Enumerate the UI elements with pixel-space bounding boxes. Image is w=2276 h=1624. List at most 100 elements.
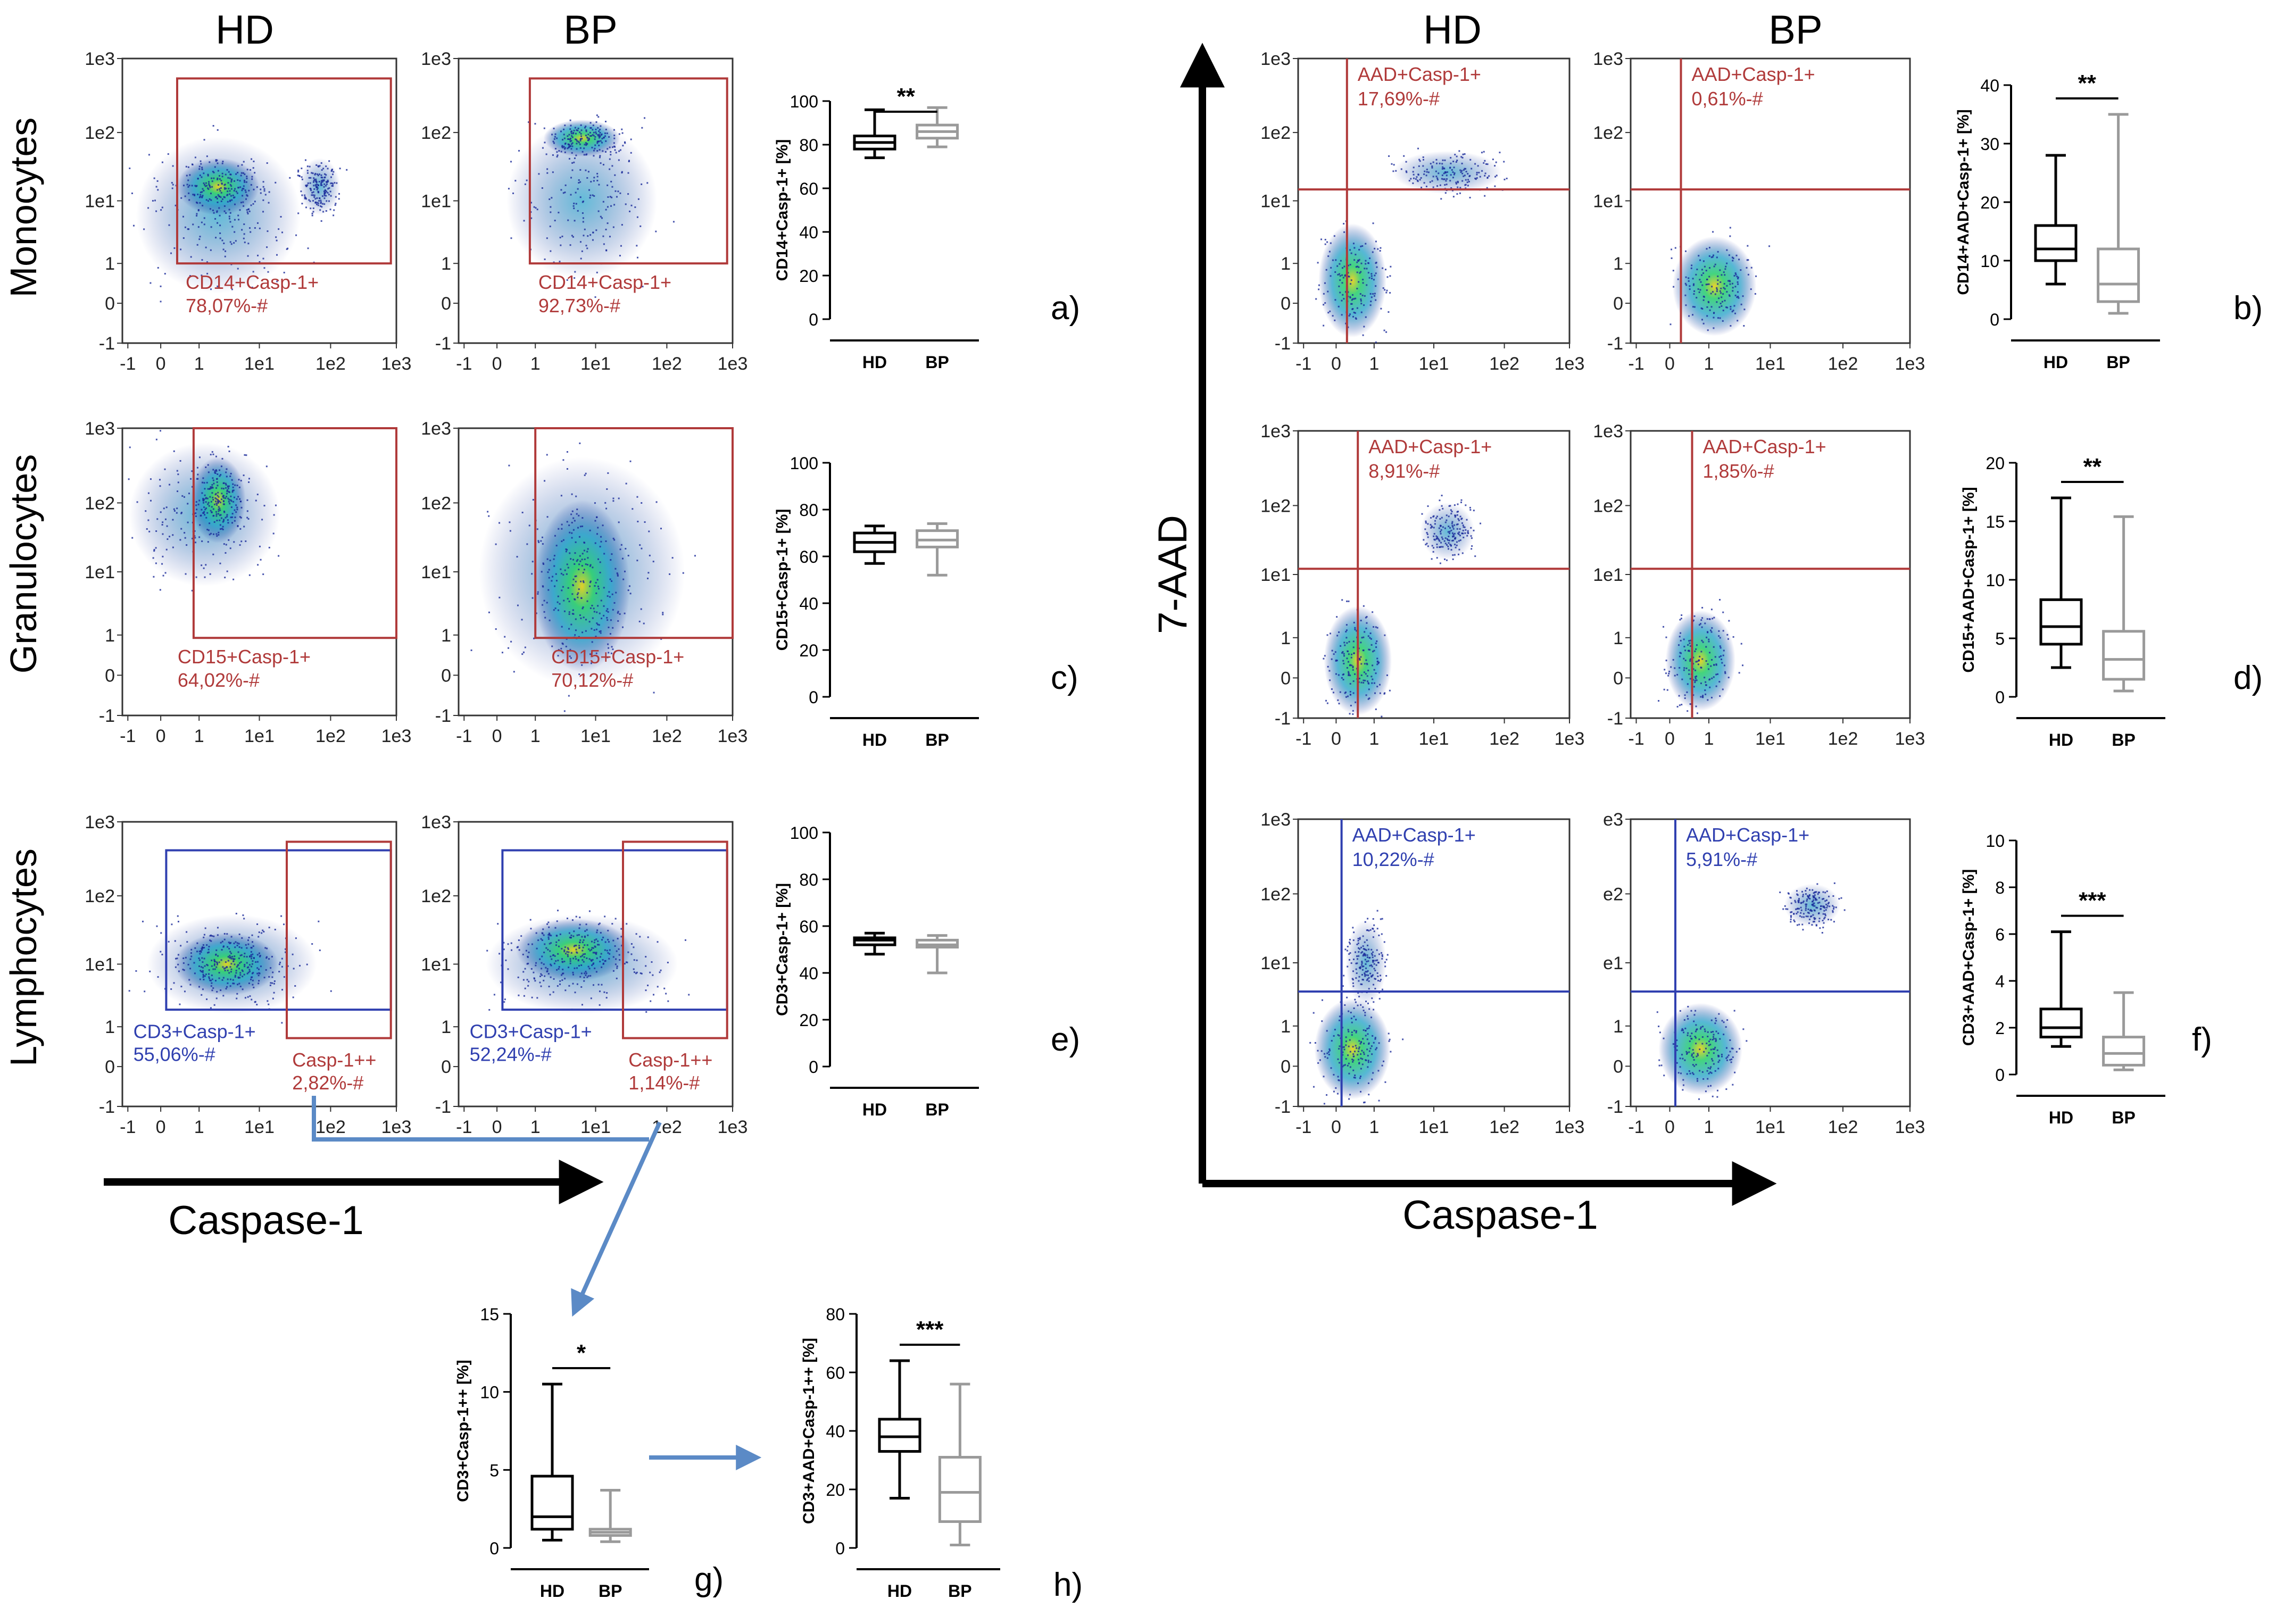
gate-label: AAD+Casp-1+ — [1352, 824, 1476, 846]
flow-y-tick: e2 — [1603, 884, 1623, 904]
flow-y-tick: -1 — [1607, 1097, 1623, 1117]
y-tick-label: 40 — [799, 964, 818, 983]
box-chart-d: 0 5 10 15 20 CD15+AAD+Casp-1+ [%] HD BP ** — [1960, 454, 2165, 749]
flow-x-tick: 1e3 — [1895, 354, 1925, 374]
category-label: HD — [2049, 730, 2073, 749]
category-label: BP — [2106, 353, 2130, 372]
y-tick-label: 40 — [1980, 76, 1999, 95]
flow-x-tick: 1e2 — [315, 726, 346, 746]
y-tick-label: 80 — [826, 1305, 845, 1324]
y-tick-label: 10 — [1986, 571, 2005, 590]
y-tick-label: 100 — [790, 823, 818, 843]
y-axis-label: CD3+Casp-1++ [%] — [454, 1360, 472, 1502]
flow-x-tick: 1e3 — [381, 354, 412, 374]
flow-x-tick: 1e1 — [580, 354, 611, 374]
gate-percent: 64,02%-# — [178, 669, 260, 691]
flow-x-tick: 1 — [530, 1117, 541, 1137]
flow-x-tick: 0 — [1331, 729, 1341, 749]
box-bp — [938, 1383, 982, 1546]
box-bp — [2102, 515, 2146, 693]
flow-x-tick: 1e1 — [1419, 354, 1449, 374]
panel-letter-g: g) — [694, 1561, 724, 1598]
flow-x-tick: 1e2 — [315, 354, 346, 374]
significance-stars: ** — [2083, 454, 2102, 480]
flow-y-tick: -1 — [99, 706, 115, 726]
y-tick-label: 10 — [480, 1383, 499, 1402]
flow-x-tick: 1e3 — [718, 726, 748, 746]
category-label: BP — [925, 353, 949, 372]
flow-x-tick: -1 — [120, 354, 136, 374]
iqr-box — [938, 1456, 982, 1523]
y-tick-label: 20 — [1986, 454, 2005, 473]
flow-y-tick: 1e3 — [85, 49, 115, 69]
flow-y-tick: 1e3 — [1260, 49, 1291, 69]
event-dots — [1656, 882, 1846, 1100]
flow-x-tick: 0 — [1665, 354, 1675, 374]
iqr-box — [878, 1418, 921, 1453]
flow-x-tick: -1 — [456, 1117, 472, 1137]
flow-y-tick: 1e1 — [1260, 953, 1291, 973]
gate-label: AAD+Casp-1+ — [1368, 436, 1492, 457]
box-hd — [853, 524, 896, 565]
gate-percent: 70,12%-# — [551, 669, 633, 691]
flow-y-tick: 1e3 — [1593, 421, 1623, 442]
flow-y-tick: 0 — [105, 294, 115, 314]
panel-letter-a: a) — [1051, 290, 1080, 327]
flow-x-tick: 1e3 — [381, 1117, 412, 1137]
gate-casp1-high — [622, 840, 728, 1039]
flow-x-tick: 1e1 — [580, 726, 611, 746]
iqr-box — [2102, 1036, 2146, 1067]
flow-y-tick: 1e1 — [421, 191, 451, 212]
y-tick-label: 60 — [799, 179, 818, 198]
gate-percent: 8,91%-# — [1368, 460, 1440, 482]
flow-x-tick: 1e1 — [244, 354, 275, 374]
gate-label-high: Casp-1++ — [292, 1049, 376, 1071]
flow-plot-aad_lym_bp: -1 0 1 1e1 1e2 1e3-101e1e2e3AAD+Casp-1+5,91%-… — [1603, 810, 1925, 1137]
caspase-right-label: Caspase-1 — [1402, 1193, 1598, 1238]
y-tick-label: 0 — [1995, 688, 2005, 707]
y-tick-label: 15 — [1986, 512, 2005, 531]
panel-letter-c: c) — [1051, 660, 1078, 696]
flow-x-tick: 1e2 — [1828, 729, 1858, 749]
flow-y-tick: 1 — [1613, 1017, 1623, 1037]
flow-plot-mono_bp: -1 0 1 1e1 1e2 1e3 -1 0 1 1e1 1e2 1e3 CD14+Casp-1+92… — [421, 49, 747, 374]
y-axis-label: CD14+AAD+Casp-1+ [%] — [1955, 109, 1972, 295]
flow-y-tick: 1e1 — [85, 562, 115, 582]
row-label-lymphocytes: Lymphocytes — [3, 848, 44, 1067]
gate-casp1-high — [286, 840, 392, 1039]
y-tick-label: 40 — [826, 1422, 845, 1441]
flow-x-tick: -1 — [1628, 1117, 1644, 1137]
caspase-left-label: Caspase-1 — [168, 1198, 364, 1243]
flow-x-tick: 0 — [1331, 354, 1341, 374]
density-cloud — [1420, 503, 1475, 560]
event-dots — [1315, 147, 1508, 344]
connector-arrow-to-g — [571, 1121, 662, 1317]
box-bp — [2102, 991, 2146, 1071]
flow-y-tick: 0 — [1613, 294, 1623, 314]
flow-y-tick: 1e1 — [85, 955, 115, 975]
box-chart-e: 0 20 40 60 80 100 CD3+Casp-1+ [%] HD BP — [774, 823, 979, 1119]
flow-x-tick: 1e2 — [652, 354, 682, 374]
col-header-left-bp: BP — [563, 7, 617, 53]
flow-y-tick: 1e2 — [85, 493, 115, 513]
iqr-box — [2039, 1007, 2083, 1039]
flow-plot-lym_hd: -1 0 1 1e1 1e2 1e3 -1 0 1 1e1 1e2 1e3 CD3+Casp-1+55,… — [85, 812, 411, 1137]
flow-y-tick: 1e1 — [421, 955, 451, 975]
flow-x-tick: 1e3 — [381, 726, 412, 746]
flow-y-tick: 1e2 — [421, 493, 451, 513]
significance-stars: ** — [2078, 70, 2097, 96]
flow-x-tick: -1 — [120, 726, 136, 746]
flow-x-tick: 1 — [530, 726, 541, 746]
flow-y-tick: 0 — [105, 665, 115, 686]
flow-y-tick: 0 — [1613, 1056, 1623, 1077]
gate-percent-high: 2,82%-# — [292, 1072, 363, 1094]
panel-letter-f: f) — [2192, 1021, 2212, 1058]
flow-x-tick: 1e1 — [1755, 354, 1785, 374]
flow-y-tick: 0 — [1281, 668, 1291, 688]
flow-x-tick: 1e1 — [244, 1117, 275, 1137]
flow-y-tick: 0 — [105, 1057, 115, 1077]
density-cloud — [516, 918, 632, 981]
flow-x-tick: 1e1 — [244, 726, 275, 746]
row-label-granulocytes: Granulocytes — [3, 454, 44, 673]
